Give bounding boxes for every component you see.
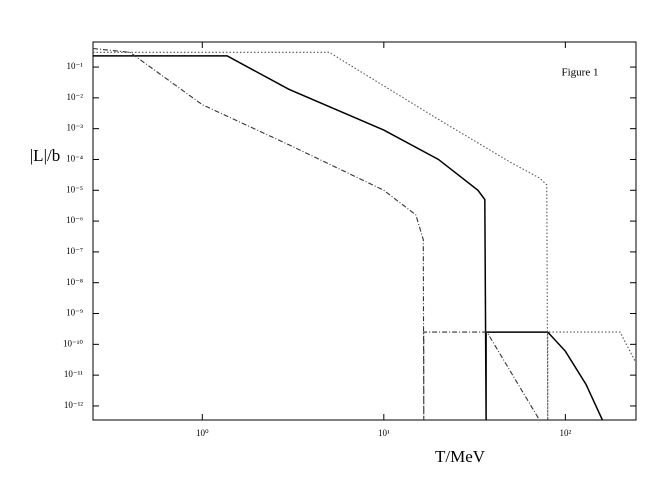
series-line: [93, 55, 604, 420]
series-line: [93, 51, 636, 420]
y-tick-label: 10⁻¹: [67, 61, 84, 71]
y-tick-label: 10⁻⁹: [66, 308, 83, 318]
x-tick-label: 10¹: [378, 428, 390, 438]
y-tick-label: 10⁻²: [67, 92, 84, 102]
y-tick-label: 10⁻¹²: [64, 400, 83, 410]
y-tick-label: 10⁻⁴: [66, 154, 83, 164]
series-line: [93, 47, 540, 420]
y-tick-label: 10⁻⁸: [66, 277, 83, 287]
y-axis-label: |L|/b: [30, 146, 60, 165]
y-tick-label: 10⁻³: [67, 123, 84, 133]
y-tick-label: 10⁻⁵: [66, 184, 83, 194]
annotation: Figure 1: [562, 67, 599, 79]
x-axis-label: T/MeV: [435, 447, 486, 466]
y-tick-label: 10⁻⁷: [66, 246, 83, 256]
y-tick-label: 10⁻⁶: [66, 215, 83, 225]
y-tick-label: 10⁻¹¹: [64, 369, 83, 379]
plot-frame: [92, 41, 637, 421]
x-tick-label: 10⁰: [196, 428, 209, 438]
y-tick-label: 10⁻¹⁰: [63, 338, 83, 348]
x-tick-label: 10²: [560, 428, 572, 438]
